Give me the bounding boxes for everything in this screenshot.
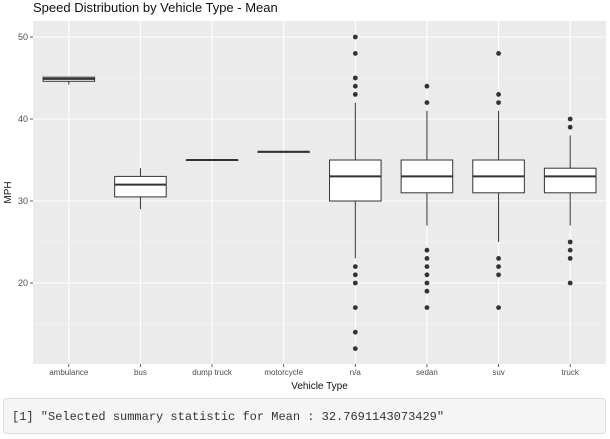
y-tick-label: 30 [18, 196, 28, 206]
chart-title: Speed Distribution by Vehicle Type - Mea… [33, 0, 278, 15]
outlier-point [496, 305, 501, 310]
outlier-point [352, 92, 358, 97]
y-tick-label: 40 [18, 114, 28, 124]
outlier-point [424, 305, 430, 310]
outlier-point [496, 100, 501, 105]
box-motorcycle [257, 150, 310, 153]
box-iqr [114, 175, 167, 198]
box-iqr [543, 167, 597, 194]
outlier-point [352, 51, 358, 56]
box-dump-truck [185, 159, 239, 161]
outlier-point [352, 329, 358, 335]
outlier-point [567, 256, 573, 261]
x-tick-label: ambulance [49, 368, 89, 377]
outlier-point [567, 124, 573, 130]
outlier-point [567, 280, 573, 286]
console-output-panel: [1] "Selected summary statistic for Mean… [3, 398, 606, 434]
x-tick-label: bus [134, 368, 147, 377]
x-axis-label: Vehicle Type [291, 381, 348, 392]
axis-layer: 20 30 40 50 ambulance bus dump truck motorcycle… [18, 32, 580, 377]
outlier-point [567, 239, 573, 245]
y-tick-label: 50 [18, 32, 28, 42]
outlier-point [424, 100, 430, 105]
outlier-point [424, 83, 430, 89]
x-tick-label: truck [562, 368, 580, 377]
y-tick-label: 20 [18, 278, 28, 288]
outlier-point [352, 346, 358, 351]
outlier-point [424, 272, 430, 278]
outlier-point [352, 280, 358, 286]
box-iqr [329, 159, 382, 202]
boxplot-chart: 20 30 40 50 ambulance bus dump truck motorcycle… [3, 21, 606, 392]
x-tick-label: n/a [350, 368, 362, 377]
box-layer [42, 34, 597, 351]
box-n-a [329, 34, 382, 351]
y-axis-label: MPH [3, 181, 14, 203]
box-suv [472, 51, 525, 310]
outlier-point [424, 288, 430, 294]
x-tick-label: sedan [416, 368, 438, 377]
outlier-point [424, 247, 430, 253]
outlier-point [496, 256, 501, 261]
outlier-point [424, 264, 430, 269]
outlier-point [496, 92, 501, 97]
console-output-text: [1] "Selected summary statistic for Mean… [12, 410, 445, 424]
outlier-point [352, 83, 358, 89]
outlier-point [352, 34, 358, 40]
box-ambulance [42, 76, 96, 85]
box-bus [114, 168, 167, 210]
outlier-point [352, 264, 358, 269]
box-sedan [400, 83, 454, 310]
outlier-point [496, 264, 501, 269]
outlier-point [352, 272, 358, 278]
outlier-point [352, 305, 358, 310]
outlier-point [352, 75, 358, 81]
outlier-point [496, 272, 501, 278]
outlier-point [567, 247, 573, 253]
x-tick-label: suv [492, 368, 504, 377]
box-truck [543, 116, 597, 286]
outlier-point [424, 256, 430, 261]
outlier-point [496, 51, 501, 56]
outlier-point [424, 280, 430, 286]
x-tick-label: motorcycle [264, 368, 303, 377]
x-tick-label: dump truck [192, 368, 233, 377]
outlier-point [567, 116, 573, 122]
